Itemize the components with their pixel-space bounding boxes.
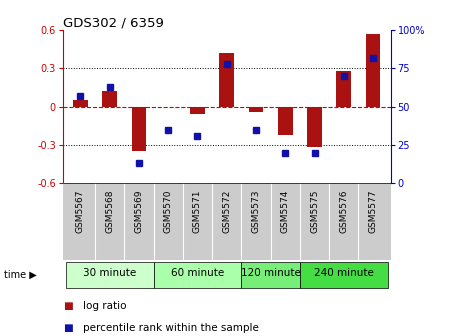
- Text: GSM5571: GSM5571: [193, 189, 202, 233]
- Text: 120 minute: 120 minute: [241, 268, 300, 278]
- Bar: [278, 107, 293, 135]
- Text: 240 minute: 240 minute: [314, 268, 374, 278]
- Text: 60 minute: 60 minute: [171, 268, 224, 278]
- Bar: [249, 107, 263, 112]
- Text: percentile rank within the sample: percentile rank within the sample: [83, 323, 259, 333]
- Text: GSM5575: GSM5575: [310, 189, 319, 233]
- Bar: [190, 107, 205, 114]
- Text: 30 minute: 30 minute: [83, 268, 136, 278]
- Bar: [336, 71, 351, 107]
- Text: time ▶: time ▶: [4, 270, 37, 280]
- Text: GSM5568: GSM5568: [105, 189, 114, 233]
- Bar: [132, 107, 146, 151]
- FancyBboxPatch shape: [154, 262, 242, 288]
- Text: GSM5574: GSM5574: [281, 189, 290, 233]
- Bar: [73, 100, 88, 107]
- Bar: [102, 91, 117, 107]
- Text: ■: ■: [63, 301, 73, 311]
- Text: GSM5567: GSM5567: [76, 189, 85, 233]
- Text: log ratio: log ratio: [83, 301, 127, 311]
- FancyBboxPatch shape: [66, 262, 154, 288]
- Text: GSM5577: GSM5577: [369, 189, 378, 233]
- FancyBboxPatch shape: [242, 262, 300, 288]
- Text: ■: ■: [63, 323, 73, 333]
- Text: GDS302 / 6359: GDS302 / 6359: [63, 16, 164, 29]
- Text: GSM5576: GSM5576: [339, 189, 348, 233]
- Text: GSM5572: GSM5572: [222, 189, 231, 233]
- FancyBboxPatch shape: [300, 262, 387, 288]
- Bar: [307, 107, 322, 148]
- Text: GSM5570: GSM5570: [164, 189, 173, 233]
- Bar: [366, 34, 380, 107]
- Text: GSM5569: GSM5569: [134, 189, 143, 233]
- Bar: [220, 53, 234, 107]
- Text: GSM5573: GSM5573: [251, 189, 260, 233]
